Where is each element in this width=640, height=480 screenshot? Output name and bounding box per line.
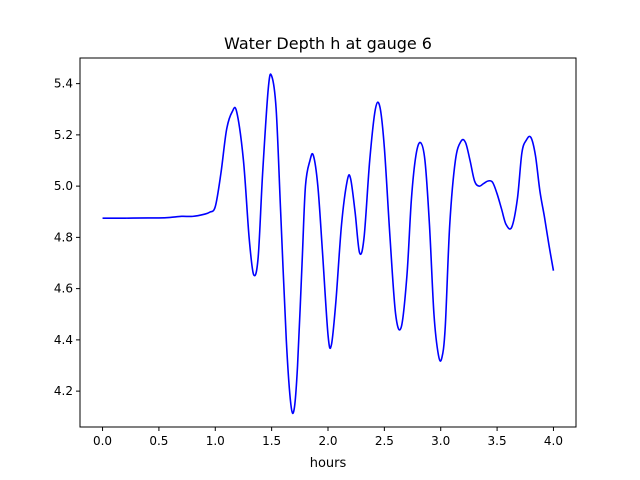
x-tick-label: 2.5 (375, 434, 394, 448)
y-axis-ticks: 4.2 4.4 4.6 4.8 5.0 5.2 5.4 (54, 77, 80, 398)
series-line (102, 73, 555, 415)
x-tick-label: 0.0 (93, 434, 112, 448)
plot-area-frame (79, 57, 577, 428)
y-tick-label: 4.8 (54, 230, 73, 244)
series-layer (102, 73, 555, 415)
y-tick-label: 5.0 (54, 179, 73, 193)
x-tick-label: 4.0 (544, 434, 563, 448)
y-tick-label: 5.2 (54, 128, 73, 142)
x-tick-label: 1.0 (206, 434, 225, 448)
x-tick-label: 1.5 (262, 434, 281, 448)
y-tick-label: 4.4 (54, 333, 73, 347)
x-tick-label: 2.0 (318, 434, 337, 448)
x-tick-label: 3.5 (488, 434, 507, 448)
y-tick-label: 4.2 (54, 384, 73, 398)
x-axis-label: hours (310, 456, 347, 471)
y-tick-label: 4.6 (54, 282, 73, 296)
x-tick-label: 3.0 (431, 434, 450, 448)
x-tick-label: 0.5 (149, 434, 168, 448)
x-axis-ticks: 0.0 0.5 1.0 1.5 2.0 2.5 3.0 3.5 4.0 (93, 427, 563, 448)
chart-title: Water Depth h at gauge 6 (224, 34, 432, 53)
y-tick-label: 5.4 (54, 77, 73, 91)
